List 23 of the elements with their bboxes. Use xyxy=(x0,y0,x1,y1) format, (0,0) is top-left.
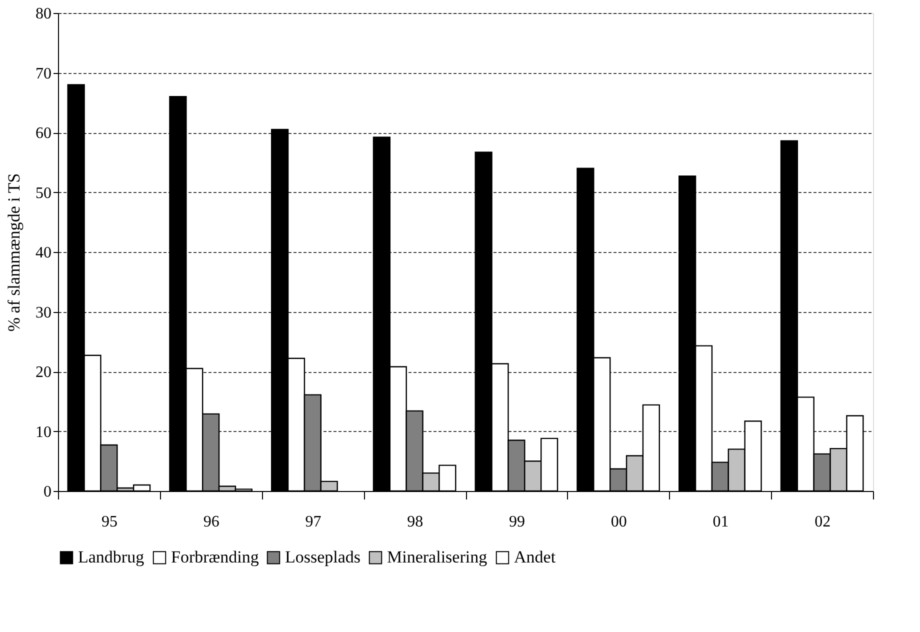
legend-label: Losseplads xyxy=(285,548,361,567)
x-tick-label: 02 xyxy=(814,514,831,530)
y-tick-label: 0 xyxy=(44,484,52,500)
y-tick-label: 80 xyxy=(36,6,52,22)
legend-label: Forbrænding xyxy=(171,548,260,567)
x-tick-label: 96 xyxy=(203,514,220,530)
y-tick-label: 50 xyxy=(36,184,52,202)
x-tick-label: 98 xyxy=(407,514,424,530)
x-tick-label: 01 xyxy=(712,514,729,530)
y-tick-label: 10 xyxy=(36,424,52,441)
y-tick-label: 70 xyxy=(36,65,52,82)
legend-label: Landbrug xyxy=(78,548,145,567)
legend-label: Mineralisering xyxy=(387,548,488,567)
y-tick-label: 40 xyxy=(36,244,52,262)
y-tick-label: 60 xyxy=(36,125,52,142)
x-tick-label: 95 xyxy=(101,514,118,530)
y-tick-label: 20 xyxy=(36,364,52,381)
legend-label: Andet xyxy=(514,548,556,567)
x-tick-label: 97 xyxy=(305,514,322,530)
x-tick-label: 00 xyxy=(610,514,627,530)
y-axis-title: % af slammængde i TS xyxy=(4,173,24,332)
x-tick-label: 99 xyxy=(508,514,525,530)
y-tick-label: 30 xyxy=(36,304,52,322)
